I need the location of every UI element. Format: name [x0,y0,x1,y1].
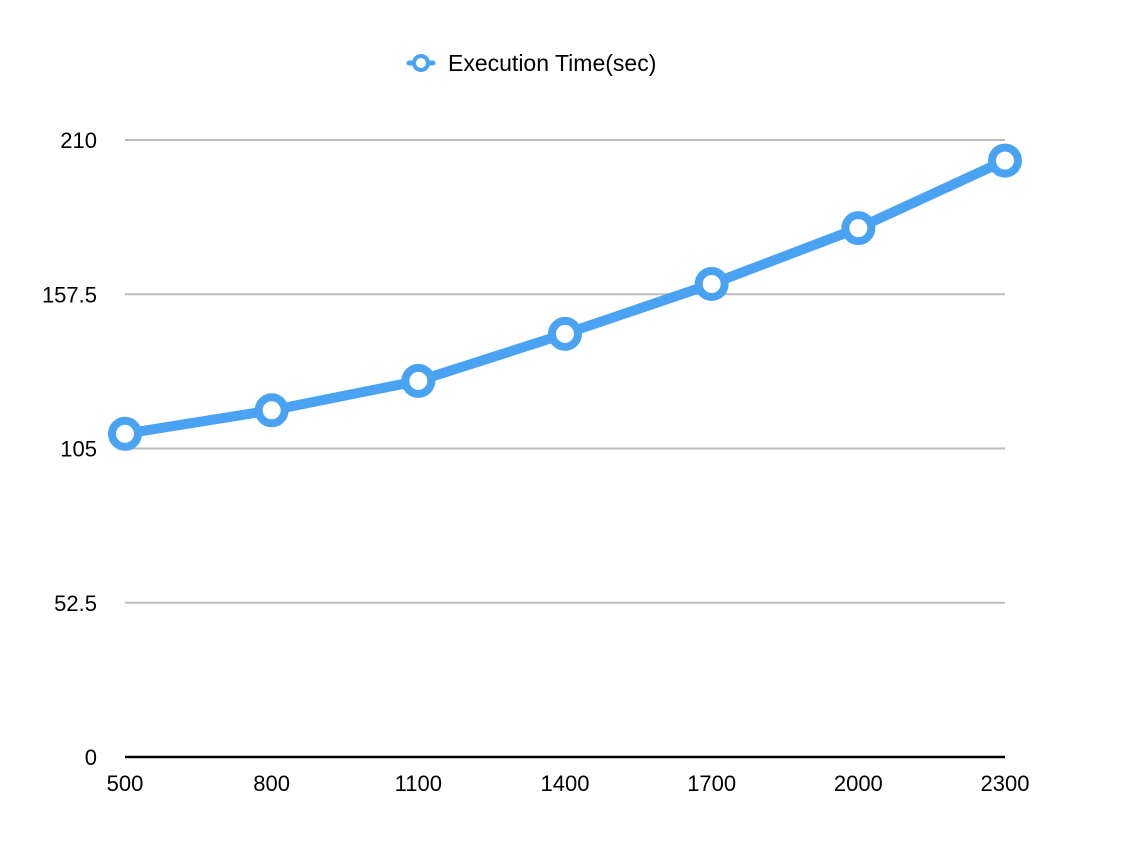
series [108,143,1022,451]
data-point [841,211,876,246]
series-line [120,155,1010,439]
x-tick-label: 1700 [687,771,736,796]
x-tick-label: 2000 [834,771,883,796]
x-tick-label: 1100 [395,771,442,796]
x-tick-label: 1400 [541,771,590,796]
x-tick-label: 500 [107,771,144,796]
y-tick-label: 210 [60,128,97,153]
data-point [401,363,436,398]
data-point [988,143,1022,178]
axes: 0 52.5 105 157.5 210 500 800 1100 1400 1700 2000 23… [42,128,1030,796]
legend: Execution Time(sec) [406,50,656,76]
legend-label: Execution Time(sec) [448,50,656,76]
x-tick-label: 2300 [981,771,1030,796]
data-point [694,266,729,301]
grid [125,139,1005,604]
y-tick-label: 157.5 [42,282,97,307]
data-point [108,416,142,451]
y-tick-label: 105 [60,437,97,462]
data-point [548,316,582,351]
y-tick-label: 52.5 [54,591,97,616]
legend-marker-swatch [412,54,430,72]
y-tick-label: 0 [85,745,97,770]
data-point [254,393,289,428]
x-tick-label: 800 [253,771,290,796]
